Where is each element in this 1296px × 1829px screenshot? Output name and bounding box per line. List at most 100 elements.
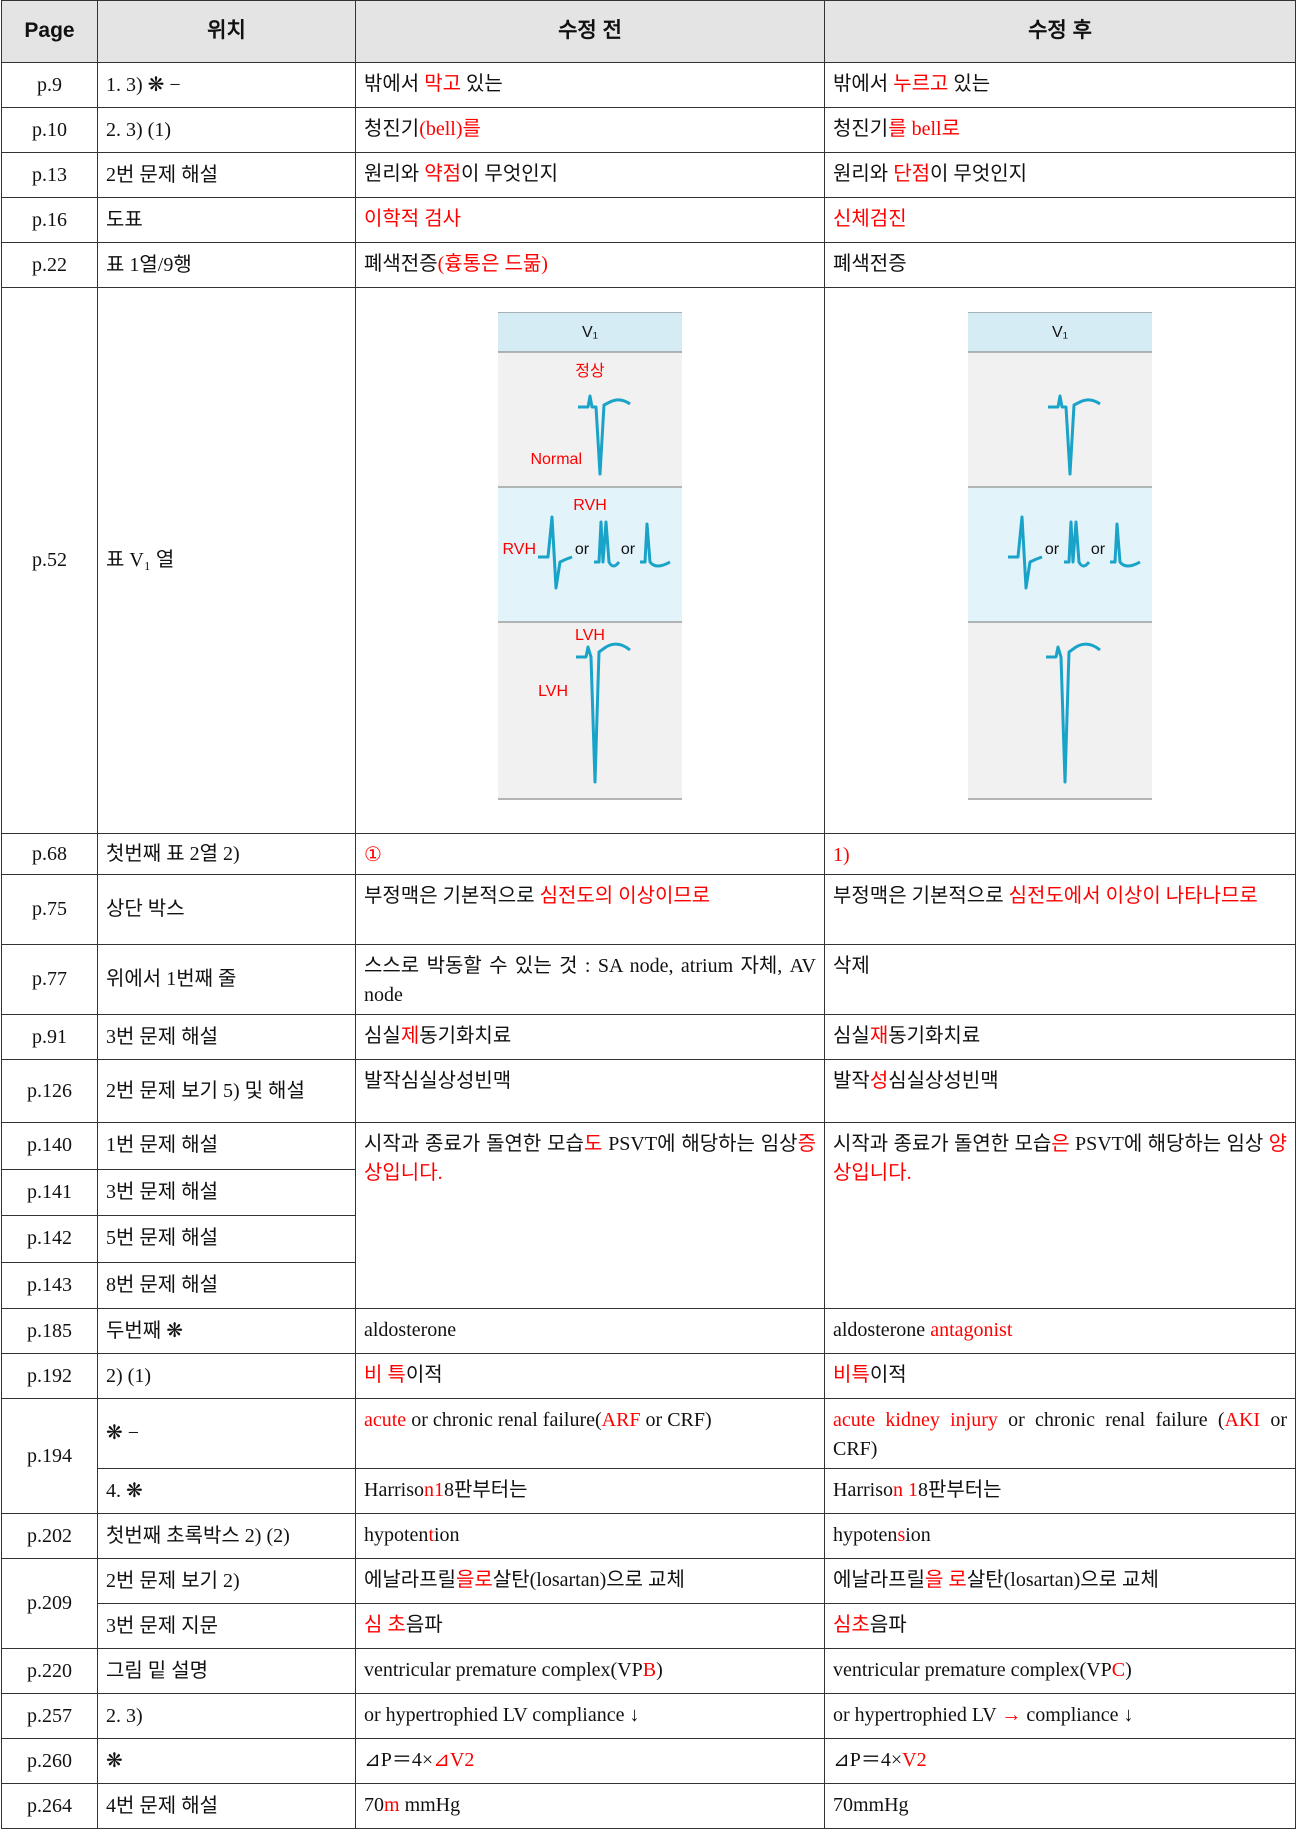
text-run: ion	[434, 1524, 460, 1546]
text-run: n1	[423, 1479, 444, 1501]
page-cell: p.257	[1, 1693, 98, 1739]
before-cell: 스스로 박동할 수 있는 것 : SA node, atrium 자체, AV …	[355, 944, 825, 1015]
text-run: ion	[905, 1524, 931, 1546]
location-cell: 3번 문제 해설	[97, 1014, 356, 1060]
text-run: 8판부터는	[917, 1479, 1002, 1501]
table-row: p.141 3번 문제 해설	[1, 1168, 1296, 1216]
text-run: ⊿P＝4×	[364, 1749, 434, 1771]
text-run: 이 무엇인지	[930, 163, 1028, 185]
location-cell: 1. 3) ❋ −	[97, 62, 356, 108]
text-run: 심초	[833, 1614, 870, 1636]
text-run: 증상입니다.	[364, 1133, 816, 1184]
location-cell: 위에서 1번째 줄	[97, 944, 356, 1015]
text-run: 동기화치료	[888, 1025, 981, 1047]
text-run: 에날라프릴	[364, 1569, 456, 1591]
text-run: 밖에서	[364, 73, 425, 95]
after-cell: or hypertrophied LV → compliance ↓	[824, 1693, 1296, 1739]
table-row: p.209 2번 문제 보기 2) 에날라프릴을로살탄(losartan)으로 교체…	[1, 1558, 1296, 1649]
panel-caption: LVH	[575, 627, 605, 644]
text-run: hypoten	[833, 1524, 898, 1546]
page-cell: p.202	[1, 1513, 98, 1559]
page-cell: p.142	[1, 1215, 98, 1263]
text-run: 에날라프릴	[833, 1569, 925, 1591]
ecg-trace	[1064, 520, 1091, 568]
page-cell: p.185	[1, 1308, 98, 1354]
text-run: ⊿P＝4×	[833, 1749, 903, 1771]
text-run: or hypertrophied LV	[833, 1704, 1002, 1726]
table-row: p.220 그림 밑 설명 ventricular premature comple…	[1, 1648, 1296, 1694]
text-run: 은	[1051, 1133, 1070, 1155]
text-run: 삭제	[833, 955, 870, 977]
text-run: 신체검진	[833, 208, 907, 230]
page-cell: p.22	[1, 242, 98, 288]
text-run: m	[384, 1794, 400, 1816]
after-cell: 폐색전증	[824, 242, 1296, 288]
table-row: p.264 4번 문제 해설 70m mmHg 70mmHg	[1, 1783, 1296, 1829]
page-cell: p.194	[1, 1398, 98, 1514]
ecg-trace	[1048, 394, 1101, 476]
column-header: Page	[1, 0, 98, 63]
after-cell: hypotension	[824, 1513, 1296, 1559]
table-row: p.22 표 1열/9행 폐색전증(흉통은 드묾) 폐색전증	[1, 242, 1296, 288]
join-label: or	[621, 541, 636, 558]
text-run: AKI	[1224, 1409, 1261, 1431]
before-cell: acute or chronic renal failure(ARF or CR…	[355, 1398, 825, 1469]
text-run: 8판부터는	[443, 1479, 528, 1501]
column-header: 수정 전	[355, 0, 825, 63]
table-body: p.9 1. 3) ❋ − 밖에서 막고 있는 밖에서 누르고 있는 p.10 2. 3)…	[1, 62, 1296, 1829]
page-cell: p.68	[1, 833, 98, 875]
before-cell: 비 특이적	[355, 1353, 825, 1399]
location-cell: 2번 문제 보기 5) 및 해설	[97, 1059, 356, 1123]
location-cell: 2) (1)	[97, 1353, 356, 1399]
ecg-trace	[640, 522, 671, 568]
ecg-trace	[1110, 522, 1141, 568]
figure-header-bg	[498, 312, 682, 352]
text-run: n 1	[892, 1479, 918, 1501]
text-run: 약점	[424, 163, 462, 185]
text-run: 비 특	[364, 1364, 406, 1386]
before-cell: 밖에서 막고 있는	[355, 62, 825, 108]
header-row: Page 위치 수정 전 수정 후	[1, 0, 1296, 63]
after-cell: 1)	[824, 833, 1296, 875]
page-cell: p.264	[1, 1783, 98, 1829]
text-run: 살탄(losartan)으로 교체	[966, 1569, 1159, 1591]
page-cell: p.16	[1, 197, 98, 243]
before-cell: 심실제동기화치료	[355, 1014, 825, 1060]
text-run: 발작	[833, 1070, 870, 1092]
after-cell: 발작성심실상성빈맥	[824, 1059, 1296, 1123]
text-run: or CRF)	[833, 1409, 1287, 1460]
before-cell: 폐색전증(흉통은 드묾)	[355, 242, 825, 288]
panel-caption: 정상	[575, 362, 605, 380]
text-run: 비특	[833, 1364, 870, 1386]
text-run: 부정맥은 기본적으로	[364, 885, 540, 907]
text-run: ventricular premature complex(VP	[364, 1659, 643, 1681]
table-row: p.126 2번 문제 보기 5) 및 해설 발작심실상성빈맥 발작성심실상성빈맥	[1, 1059, 1296, 1123]
table-row: 3번 문제 지문 심 초음파 심초음파	[2, 1603, 1296, 1649]
after-cell: 부정맥은 기본적으로 심전도에서 이상이 나타나므로	[824, 874, 1296, 945]
page-cell: p.10	[1, 107, 98, 153]
ecg-trace	[594, 520, 621, 568]
text-run: 발작심실상성빈맥	[364, 1070, 512, 1092]
after-cell: 70mmHg	[824, 1783, 1296, 1829]
text-run: t	[428, 1524, 434, 1546]
after-cell: acute kidney injury or chronic renal fai…	[824, 1398, 1296, 1469]
location-cell: 8번 문제 해설	[97, 1261, 356, 1309]
table-row: p.75 상단 박스 부정맥은 기본적으로 심전도의 이상이므로 부정맥은 기본적으로…	[1, 874, 1296, 945]
text-run: 이 무엇인지	[461, 163, 559, 185]
text-run: (흉통은 드묾)	[437, 253, 548, 275]
text-run: 있는	[948, 73, 991, 95]
text-run: 70	[364, 1794, 384, 1816]
text-run: aldosterone	[364, 1319, 457, 1341]
text-run: 심전도에서 이상이 나타나므로	[1008, 885, 1258, 907]
text-run: compliance ↓	[1021, 1704, 1134, 1726]
page-cell: p.52	[1, 287, 98, 834]
text-run: 단점	[893, 163, 931, 185]
before-cell: ventricular premature complex(VPB)	[355, 1648, 825, 1694]
after-cell: 비특이적	[824, 1353, 1296, 1399]
panel-bg	[498, 352, 682, 487]
page-cell: p.209	[1, 1558, 98, 1649]
table-row: p.140 1번 문제 해설 시작과 종료가 돌연한 모습도 PSVT에 해당하는 …	[1, 1122, 1296, 1309]
ecg-trace	[1008, 515, 1043, 590]
side-label: Normal	[530, 451, 582, 468]
